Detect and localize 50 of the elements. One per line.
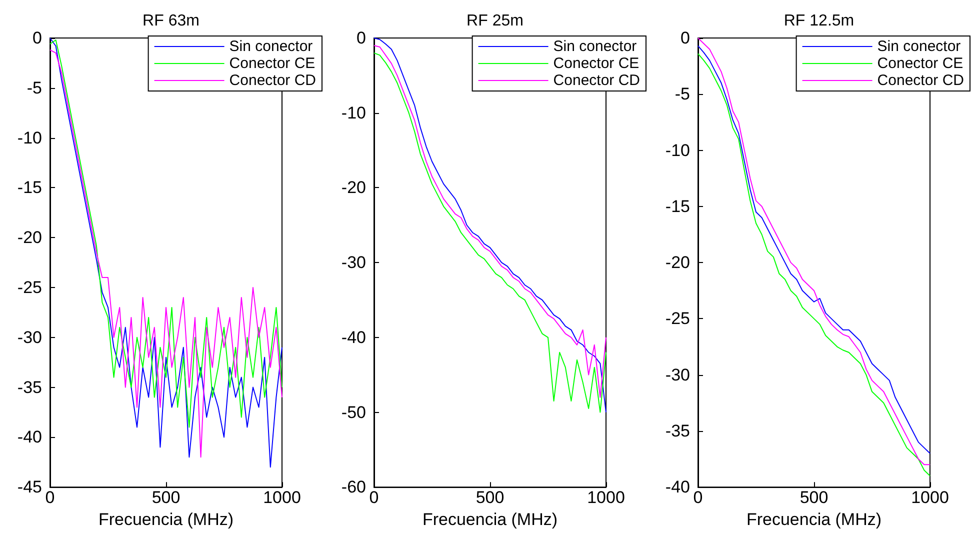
x-axis-title: Frecuencia (MHz) <box>98 510 234 529</box>
y-tick-label: -30 <box>341 253 366 272</box>
x-tick-label: 0 <box>45 488 55 508</box>
y-tick-label: -35 <box>17 378 42 397</box>
x-tick-label: 1000 <box>263 488 301 508</box>
y-tick-label: -10 <box>17 128 42 148</box>
legend-label: Sin conector <box>877 38 961 55</box>
y-tick-label: 0 <box>32 28 42 48</box>
y-tick-label: -20 <box>665 253 690 272</box>
y-tick-label: -35 <box>665 421 690 440</box>
chart-title: RF 63m <box>142 12 200 30</box>
y-tick-label: -25 <box>17 278 42 297</box>
y-tick-label: 0 <box>356 28 366 48</box>
x-tick-label: 1000 <box>587 488 625 508</box>
y-tick-label: -50 <box>341 402 366 422</box>
y-tick-label: -40 <box>17 428 42 447</box>
y-tick-label: -5 <box>26 78 42 98</box>
legend-label: Sin conector <box>553 38 637 55</box>
x-axis-title: Frecuencia (MHz) <box>422 510 558 529</box>
x-tick-label: 500 <box>800 488 828 508</box>
y-tick-label: -60 <box>341 478 366 497</box>
y-tick-label: -15 <box>17 178 42 198</box>
chart-title: RF 25m <box>466 12 524 30</box>
y-tick-label: -10 <box>665 140 690 160</box>
legend-label: Conector CD <box>877 72 964 89</box>
legend-label: Conector CD <box>553 72 640 89</box>
chart-title: RF 12.5m <box>784 12 854 30</box>
y-tick-label: -5 <box>674 84 690 104</box>
x-tick-label: 0 <box>693 488 703 508</box>
legend-label: Conector CD <box>229 72 316 89</box>
y-tick-label: -10 <box>341 103 366 122</box>
y-tick-label: -15 <box>665 196 690 216</box>
y-tick-label: -45 <box>17 478 42 497</box>
x-axis-title: Frecuencia (MHz) <box>746 510 882 529</box>
y-tick-label: -40 <box>341 328 366 347</box>
x-tick-label: 500 <box>476 488 504 508</box>
legend-label: Conector CE <box>553 55 640 72</box>
y-tick-label: -40 <box>665 478 690 497</box>
legend-label: Conector CE <box>877 55 964 72</box>
y-tick-label: -30 <box>665 365 690 384</box>
x-tick-label: 1000 <box>911 488 949 508</box>
x-tick-label: 500 <box>152 488 180 508</box>
y-tick-label: -20 <box>341 178 366 198</box>
y-tick-label: -25 <box>665 309 690 328</box>
y-tick-label: -30 <box>17 328 42 347</box>
legend-label: Sin conector <box>229 38 313 55</box>
x-tick-label: 0 <box>369 488 379 508</box>
y-tick-label: 0 <box>680 28 690 48</box>
legend-label: Conector CE <box>229 55 316 72</box>
y-tick-label: -20 <box>17 228 42 248</box>
